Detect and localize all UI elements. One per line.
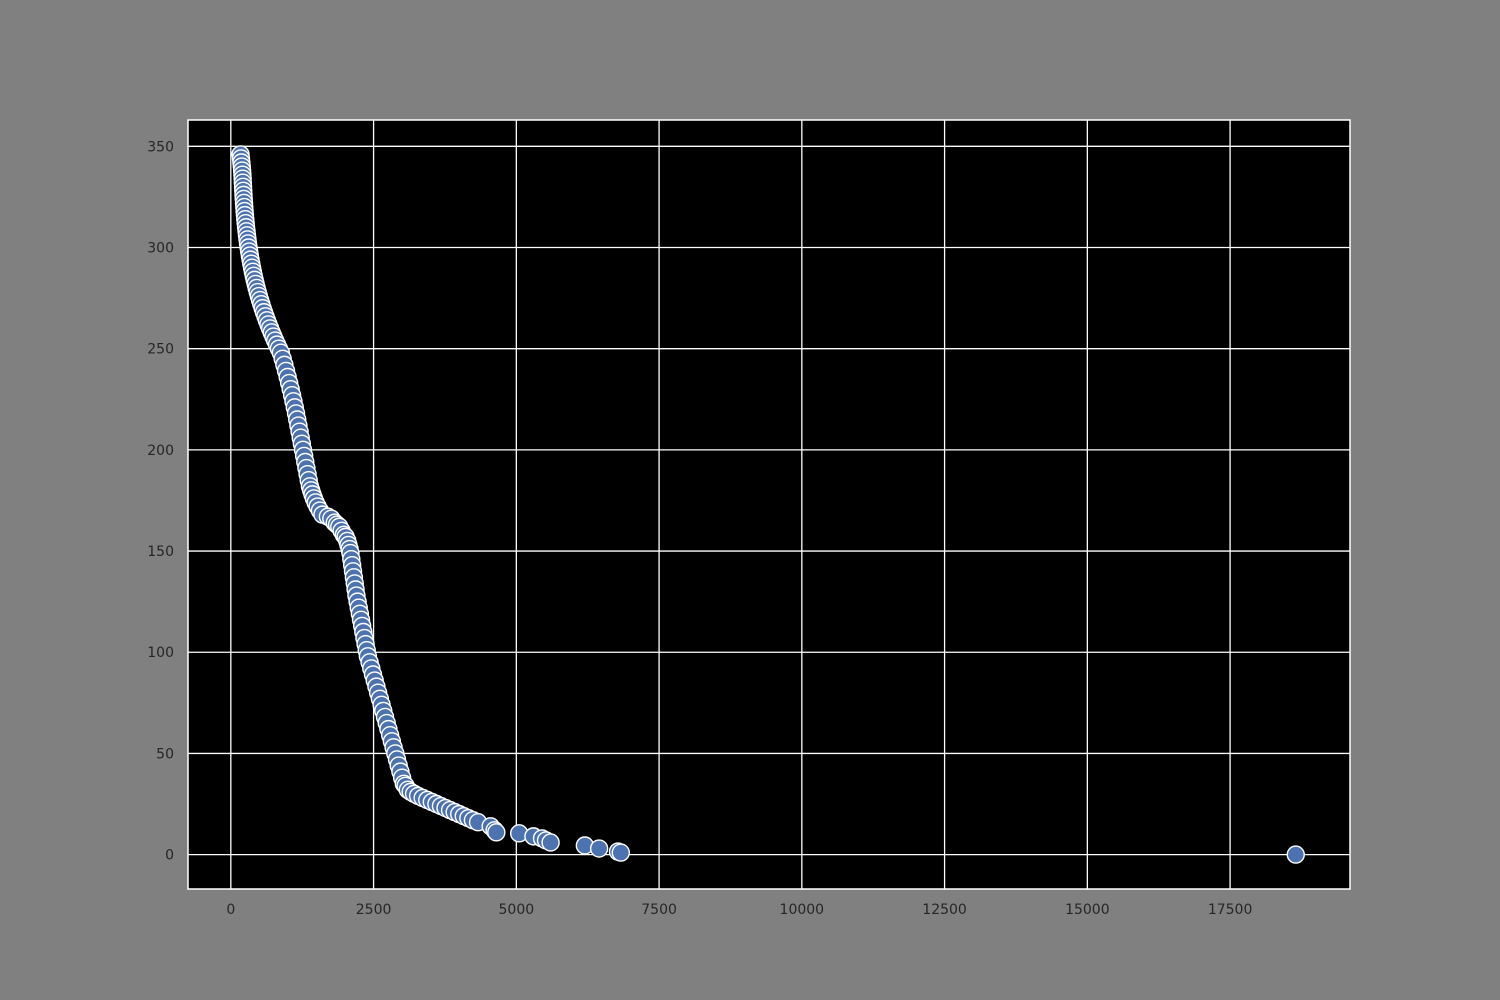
y-tick-label: 300 <box>147 240 174 256</box>
y-axis-ticks: 0 50 100 150 200 250 300 350 <box>147 139 174 863</box>
data-point <box>589 839 609 858</box>
data-point <box>487 823 506 842</box>
y-tick-label: 250 <box>147 342 174 358</box>
y-tick-label: 150 <box>147 544 174 560</box>
data-points <box>231 145 1305 864</box>
y-tick-label: 50 <box>156 746 174 762</box>
x-tick-label: 0 <box>226 902 235 918</box>
data-point <box>611 843 631 862</box>
y-tick-label: 0 <box>165 848 174 864</box>
x-tick-label: 17500 <box>1208 902 1253 918</box>
grid-lines <box>188 120 1350 889</box>
x-axis-ticks: 0 2500 5000 7500 10000 12500 15000 17500 <box>226 902 1252 918</box>
plot-frame <box>187 119 1351 890</box>
data-point <box>541 833 560 852</box>
x-tick-label: 15000 <box>1065 902 1110 918</box>
y-tick-label: 100 <box>147 645 174 661</box>
plot-area <box>188 120 1350 889</box>
x-tick-label: 10000 <box>780 902 825 918</box>
x-tick-label: 7500 <box>641 902 677 918</box>
x-tick-label: 12500 <box>922 902 967 918</box>
y-tick-label: 200 <box>147 443 174 459</box>
x-tick-label: 2500 <box>356 902 392 918</box>
data-point <box>1286 845 1305 864</box>
x-tick-label: 5000 <box>499 902 535 918</box>
y-tick-label: 350 <box>147 139 174 155</box>
